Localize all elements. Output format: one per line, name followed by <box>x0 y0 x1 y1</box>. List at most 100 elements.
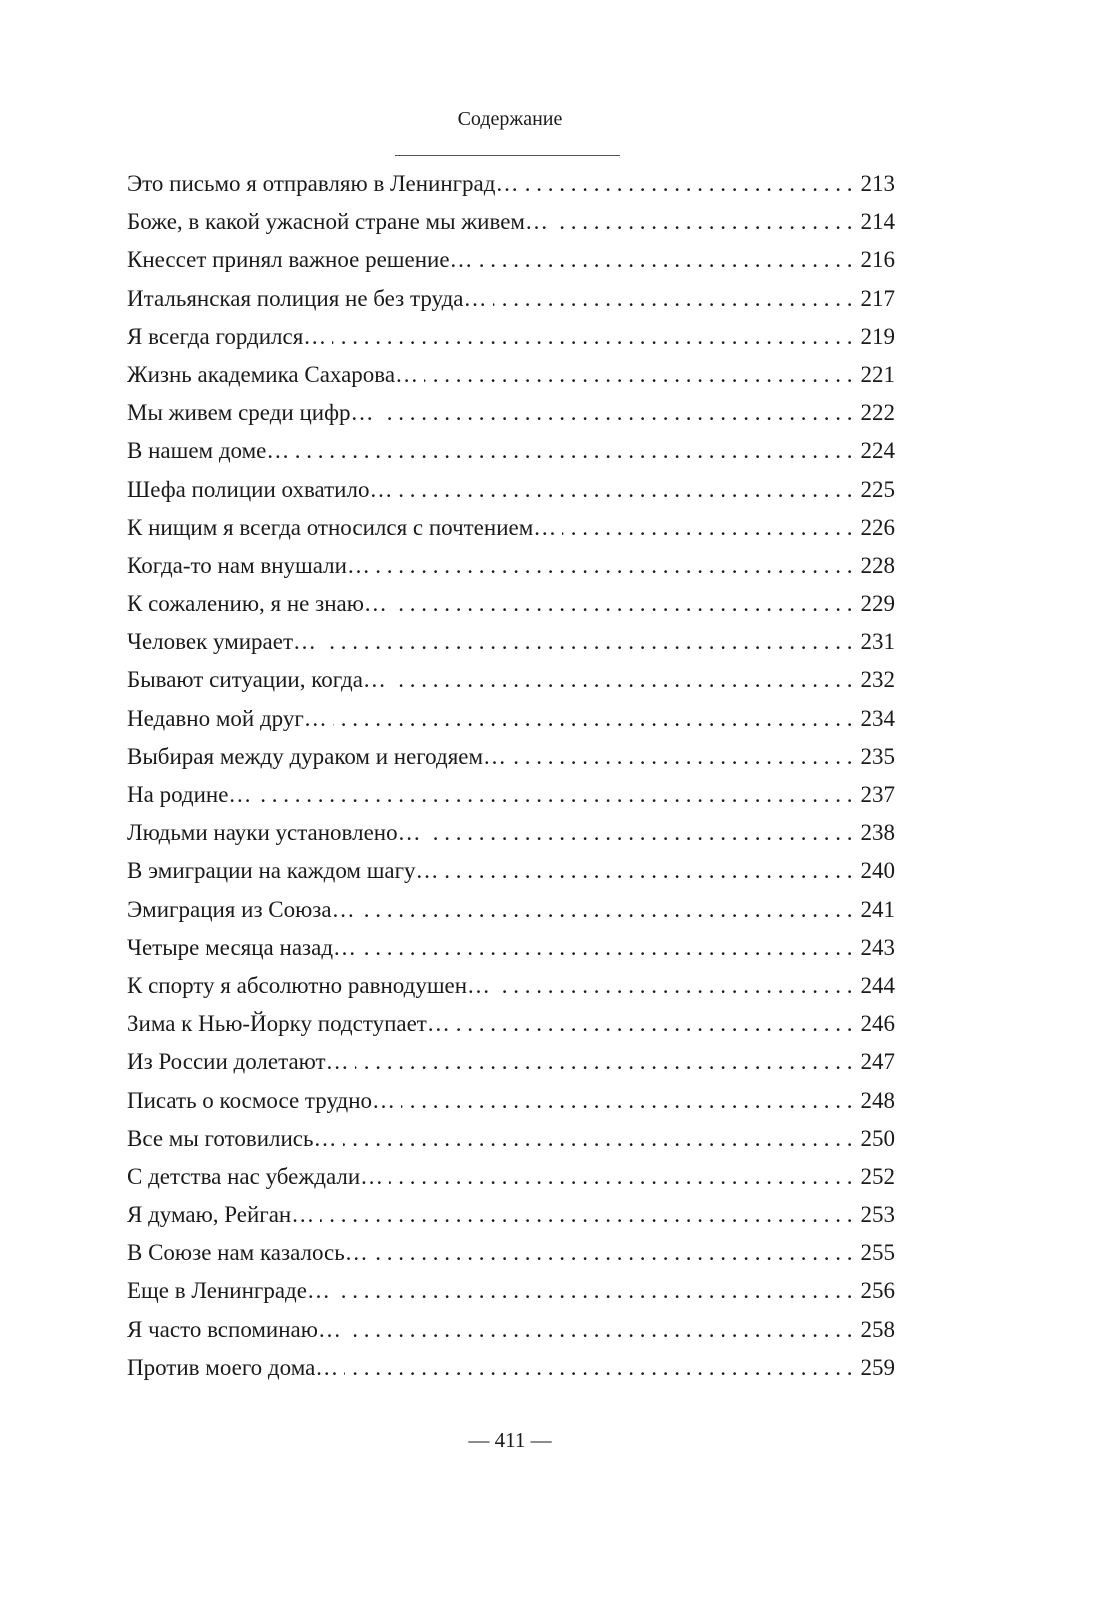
dot-leader <box>332 324 852 350</box>
toc-entry: Еще в Ленинграде… 256 <box>127 1278 895 1316</box>
toc-entry: Мы живем среди цифр… 222 <box>127 400 895 438</box>
toc-entry-page: 219 <box>860 323 896 349</box>
toc-entry-title: Жизнь академика Сахарова… <box>127 361 419 387</box>
toc-entry-title: Шефа полиции охватило… <box>127 476 393 502</box>
toc-entry-title: Итальянская полиция не без труда… <box>127 285 487 311</box>
toc-entry-page: 222 <box>860 400 896 426</box>
toc-entry-title: В Союзе нам казалось… <box>127 1240 368 1266</box>
toc-entry: Зима к Нью-Йорку подступает… 246 <box>127 1011 895 1049</box>
toc-entry-page: 258 <box>860 1316 896 1342</box>
toc-entry-title: К спорту я абсолютно равнодушен… <box>127 972 491 998</box>
toc-entry: К спорту я абсолютно равнодушен… 244 <box>127 973 895 1011</box>
toc-entry: В нашем доме… 224 <box>127 438 895 476</box>
toc-entry: Из России долетают… 247 <box>127 1049 895 1087</box>
toc-entry: К нищим я всегда относился с почтением… 2… <box>127 515 895 553</box>
dot-leader <box>456 1011 853 1037</box>
toc-entry: Эмиграция из Союза… 241 <box>127 897 895 935</box>
toc-entry-page: 235 <box>860 743 896 769</box>
dot-leader <box>424 362 852 388</box>
toc-entry-title: Бывают ситуации, когда… <box>127 667 386 693</box>
toc-entry: В Союзе нам казалось… 255 <box>127 1240 895 1278</box>
toc-entry-title: Четыре месяца назад… <box>127 934 357 960</box>
toc-entry: Людьми науки установлено… 238 <box>127 820 895 858</box>
toc-entry-title: Мы живем среди цифр… <box>127 400 374 426</box>
dot-leader <box>336 1278 853 1304</box>
toc-entry-title: Писать о космосе трудно… <box>127 1087 396 1113</box>
toc-entry-page: 226 <box>860 514 896 540</box>
toc-entry-page: 234 <box>860 705 896 731</box>
toc-entry: Я всегда гордился… 219 <box>127 324 895 362</box>
dot-leader <box>362 935 852 961</box>
toc-entry-page: 255 <box>860 1240 896 1266</box>
header-rule <box>395 155 620 156</box>
dot-leader <box>512 744 852 770</box>
toc-entry: Четыре месяца назад… 243 <box>127 935 895 973</box>
toc-entry-page: 248 <box>860 1087 896 1113</box>
toc-entry: Против моего дома… 259 <box>127 1355 895 1393</box>
toc-entry: Итальянская полиция не без труда… 217 <box>127 286 895 324</box>
toc-entry-title: Против моего дома… <box>127 1354 339 1380</box>
toc-entry-page: 253 <box>860 1202 896 1228</box>
dot-leader <box>562 515 852 541</box>
toc-entry-page: 244 <box>860 972 896 998</box>
toc-entry-title: С детства нас убеждали… <box>127 1163 384 1189</box>
dot-leader <box>493 286 853 312</box>
toc-entry: Выбирая между дураком и негодяем… 235 <box>127 744 895 782</box>
toc-entry-title: Еще в Ленинграде… <box>127 1278 330 1304</box>
table-of-contents: Это письмо я отправляю в Ленинград… 213 Бо… <box>127 171 895 1393</box>
toc-entry: В эмиграции на каждом шагу… 240 <box>127 858 895 896</box>
toc-entry: Я часто вспоминаю… 258 <box>127 1317 895 1355</box>
dot-leader <box>374 1240 853 1266</box>
dot-leader <box>344 1355 852 1381</box>
running-header: Содержание <box>457 108 563 130</box>
dot-leader <box>389 1164 852 1190</box>
dot-leader <box>295 438 852 464</box>
toc-entry-page: 246 <box>860 1011 896 1037</box>
toc-entry-title: Я часто вспоминаю… <box>127 1316 341 1342</box>
toc-entry-page: 216 <box>860 247 896 273</box>
dot-leader <box>496 973 852 999</box>
toc-entry-title: Боже, в какой ужасной стране мы живем… <box>127 209 548 235</box>
toc-entry-title: К нищим я всегда относился с почтением… <box>127 514 557 540</box>
dot-leader <box>343 1126 853 1152</box>
toc-entry-title: Я думаю, Рейган… <box>127 1202 315 1228</box>
toc-entry: Я думаю, Рейган… 253 <box>127 1202 895 1240</box>
dot-leader <box>445 858 853 884</box>
dot-leader <box>320 1202 852 1228</box>
dot-leader <box>427 820 853 846</box>
toc-entry: К сожалению, я не знаю… 229 <box>127 591 895 629</box>
toc-entry-page: 217 <box>860 285 896 311</box>
toc-entry-title: Человек умирает… <box>127 629 317 655</box>
toc-entry-title: На родине… <box>127 782 252 807</box>
toc-entry-title: Зима к Нью-Йорку подступает… <box>127 1011 450 1037</box>
dot-leader <box>479 247 853 273</box>
toc-entry: Недавно мой друг… 234 <box>127 706 895 744</box>
page-number: — 411 — <box>468 1428 552 1452</box>
toc-entry-page: 224 <box>860 438 896 464</box>
toc-entry-title: Когда-то нам внушали… <box>127 552 370 578</box>
toc-entry-title: Все мы готовились… <box>127 1125 337 1151</box>
toc-entry-page: 214 <box>860 209 896 235</box>
toc-entry: Писать о космосе трудно… 248 <box>127 1088 895 1126</box>
toc-entry-page: 247 <box>860 1049 896 1075</box>
toc-entry-title: Из России долетают… <box>127 1049 349 1075</box>
toc-entry-page: 229 <box>860 591 896 617</box>
toc-entry-title: Недавно мой друг… <box>127 705 327 731</box>
toc-entry-page: 238 <box>860 820 896 846</box>
dot-leader <box>361 897 853 923</box>
dot-leader <box>554 209 853 235</box>
toc-entry-page: 250 <box>860 1125 896 1151</box>
toc-entry: На родине… 237 <box>127 782 895 820</box>
dot-leader <box>393 591 853 617</box>
toc-entry: С детства нас убеждали… 252 <box>127 1164 895 1202</box>
toc-entry-title: В нашем доме… <box>127 438 290 464</box>
toc-entry-title: Это письмо я отправляю в Ленинград… <box>127 171 519 196</box>
toc-entry-page: 228 <box>860 552 896 578</box>
dot-leader <box>392 667 853 693</box>
toc-entry-page: 256 <box>860 1278 896 1304</box>
toc-entry-page: 240 <box>860 858 896 884</box>
toc-entry-title: Эмиграция из Союза… <box>127 896 355 922</box>
toc-entry-title: Выбирая между дураком и негодяем… <box>127 743 507 769</box>
toc-entry-title: В эмиграции на каждом шагу… <box>127 858 439 884</box>
toc-entry-page: 231 <box>860 629 896 655</box>
